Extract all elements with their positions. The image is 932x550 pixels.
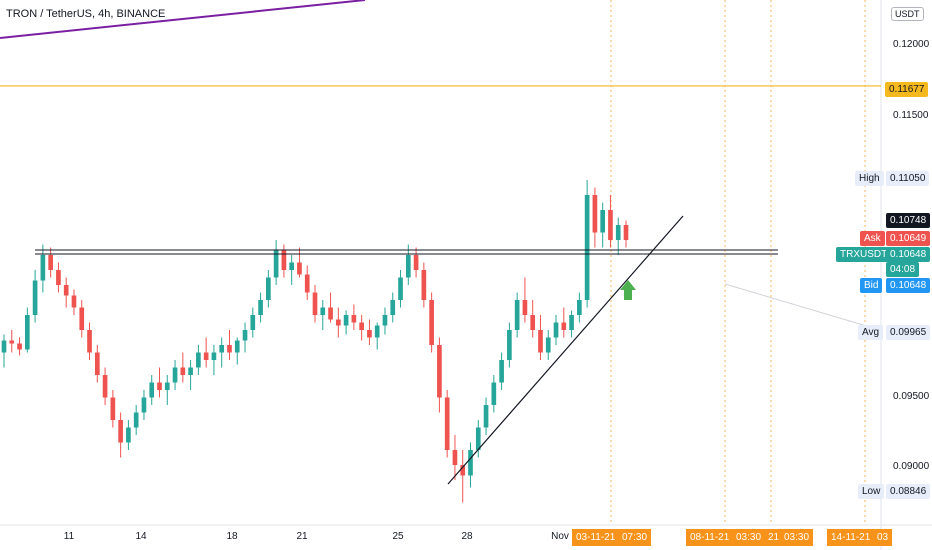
candle-body: [514, 300, 520, 330]
candle-body: [219, 345, 225, 353]
candle-body: [63, 285, 69, 296]
symbol-title: TRON / TetherUS, 4h, BINANCE: [6, 8, 166, 20]
candle-body: [444, 397, 450, 450]
candle-body: [126, 427, 131, 443]
candle-body: [584, 195, 590, 300]
candle-body: [297, 262, 302, 275]
candle-body: [141, 397, 147, 413]
candle-body: [1, 340, 7, 353]
candle-body: [87, 330, 92, 353]
candle-body: [522, 300, 528, 315]
candle-body: [468, 450, 473, 476]
candle-body: [164, 382, 170, 390]
candle-body: [499, 360, 504, 383]
candle-body: [304, 274, 310, 293]
candle-body: [289, 262, 295, 270]
candle-body: [40, 255, 46, 281]
candle-body: [211, 352, 217, 360]
candle-body: [94, 352, 100, 375]
candle-body: [273, 250, 279, 278]
candle-body: [507, 330, 512, 360]
candle-body: [545, 337, 551, 353]
candle-body: [281, 250, 287, 270]
candle-body: [405, 255, 411, 278]
candle-body: [24, 315, 30, 350]
candle-body: [17, 343, 22, 350]
candle-body: [312, 292, 318, 315]
candle-body: [538, 330, 543, 353]
candle-body: [79, 307, 85, 330]
candle-body: [48, 255, 53, 270]
candle-body: [180, 367, 186, 375]
candle-body: [227, 345, 232, 353]
candle-body: [475, 427, 481, 450]
candle-body: [32, 280, 38, 315]
candle-body: [452, 450, 458, 465]
candle-body: [530, 315, 536, 330]
up-arrow-icon: [620, 280, 636, 300]
candle-body: [367, 330, 372, 338]
candle-body: [335, 319, 341, 326]
candle-body: [149, 382, 155, 398]
candle-body: [157, 382, 162, 390]
candle-body: [250, 315, 256, 330]
candle-body: [203, 352, 209, 360]
candle-body: [118, 420, 123, 443]
candle-body: [56, 270, 61, 285]
candle-body: [382, 315, 388, 326]
projection-line: [724, 283, 881, 331]
candle-body: [623, 225, 629, 240]
candle-body: [374, 325, 380, 338]
candle-body: [133, 412, 139, 428]
candle-body: [429, 300, 434, 345]
candle-body: [390, 300, 396, 315]
candle-body: [413, 255, 419, 270]
purple-trendline: [0, 0, 366, 39]
candle-body: [258, 300, 263, 315]
candle-body: [600, 210, 606, 233]
ascending-trendline: [447, 215, 684, 485]
currency-selector[interactable]: USDT: [891, 7, 924, 21]
candle-body: [460, 465, 466, 476]
candle-body: [491, 382, 497, 405]
candle-body: [421, 270, 427, 300]
candle-body: [9, 340, 15, 344]
candle-body: [328, 307, 333, 320]
candle-body: [592, 195, 598, 233]
candle-body: [351, 315, 357, 323]
candle-body: [615, 225, 621, 240]
candle-body: [577, 300, 582, 315]
candle-body: [234, 340, 240, 353]
candle-body: [242, 330, 248, 341]
candle-body: [569, 315, 574, 330]
candle-body: [102, 375, 108, 398]
candle-body: [343, 315, 349, 326]
candle-body: [561, 322, 567, 330]
candle-body: [266, 277, 271, 300]
candle-body: [196, 352, 201, 368]
candle-body: [437, 345, 442, 398]
candle-body: [398, 277, 403, 300]
candle-body: [553, 322, 559, 338]
candle-body: [320, 307, 326, 315]
candle-body: [359, 322, 364, 330]
candle-body: [188, 367, 193, 375]
candle-body: [172, 367, 178, 383]
candle-body: [110, 397, 116, 420]
candle-body: [483, 405, 489, 428]
candle-body: [608, 210, 613, 240]
candle-body: [71, 295, 77, 308]
